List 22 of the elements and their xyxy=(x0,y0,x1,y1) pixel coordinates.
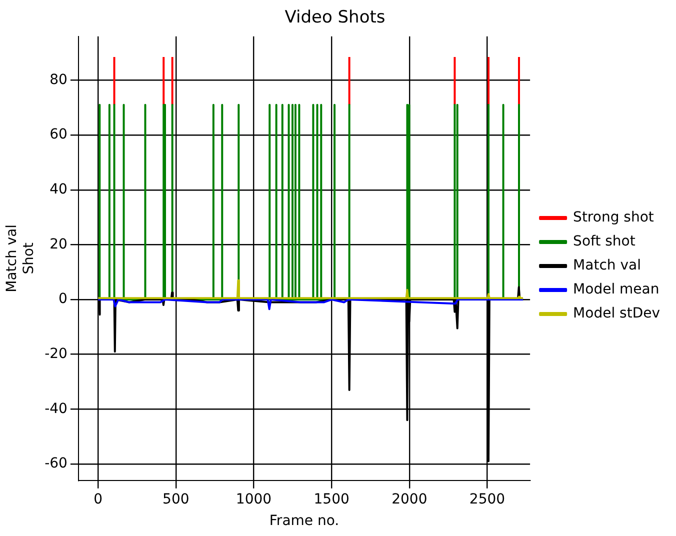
y-tick-label: -20 xyxy=(44,346,68,362)
chart-title: Video Shots xyxy=(284,8,386,28)
y-tick-label: 0 xyxy=(58,291,68,308)
legend-label: Match val xyxy=(573,258,641,274)
x-tick-label: 2500 xyxy=(469,491,506,508)
x-axis-title: Frame no. xyxy=(269,513,340,530)
legend-label: Strong shot xyxy=(573,210,654,226)
y-axis-title: Match val Shot xyxy=(4,224,37,292)
x-tick-label: 1500 xyxy=(314,491,350,508)
y-tick-label: -40 xyxy=(44,400,68,417)
legend-label: Model stDev xyxy=(573,306,660,322)
y-tick-label: 80 xyxy=(50,72,68,88)
x-tick-label: 2000 xyxy=(392,491,428,508)
x-tick-label: 500 xyxy=(162,491,190,508)
x-tick-label: 1000 xyxy=(236,491,272,508)
y-tick-label: 60 xyxy=(50,126,68,143)
y-tick-label: 40 xyxy=(50,182,68,198)
y-tick-label: -60 xyxy=(44,456,68,472)
legend-label: Soft shot xyxy=(573,234,636,250)
legend-label: Model mean xyxy=(573,282,660,298)
x-tick-label: 0 xyxy=(94,491,103,508)
y-tick-label: 20 xyxy=(50,236,68,252)
